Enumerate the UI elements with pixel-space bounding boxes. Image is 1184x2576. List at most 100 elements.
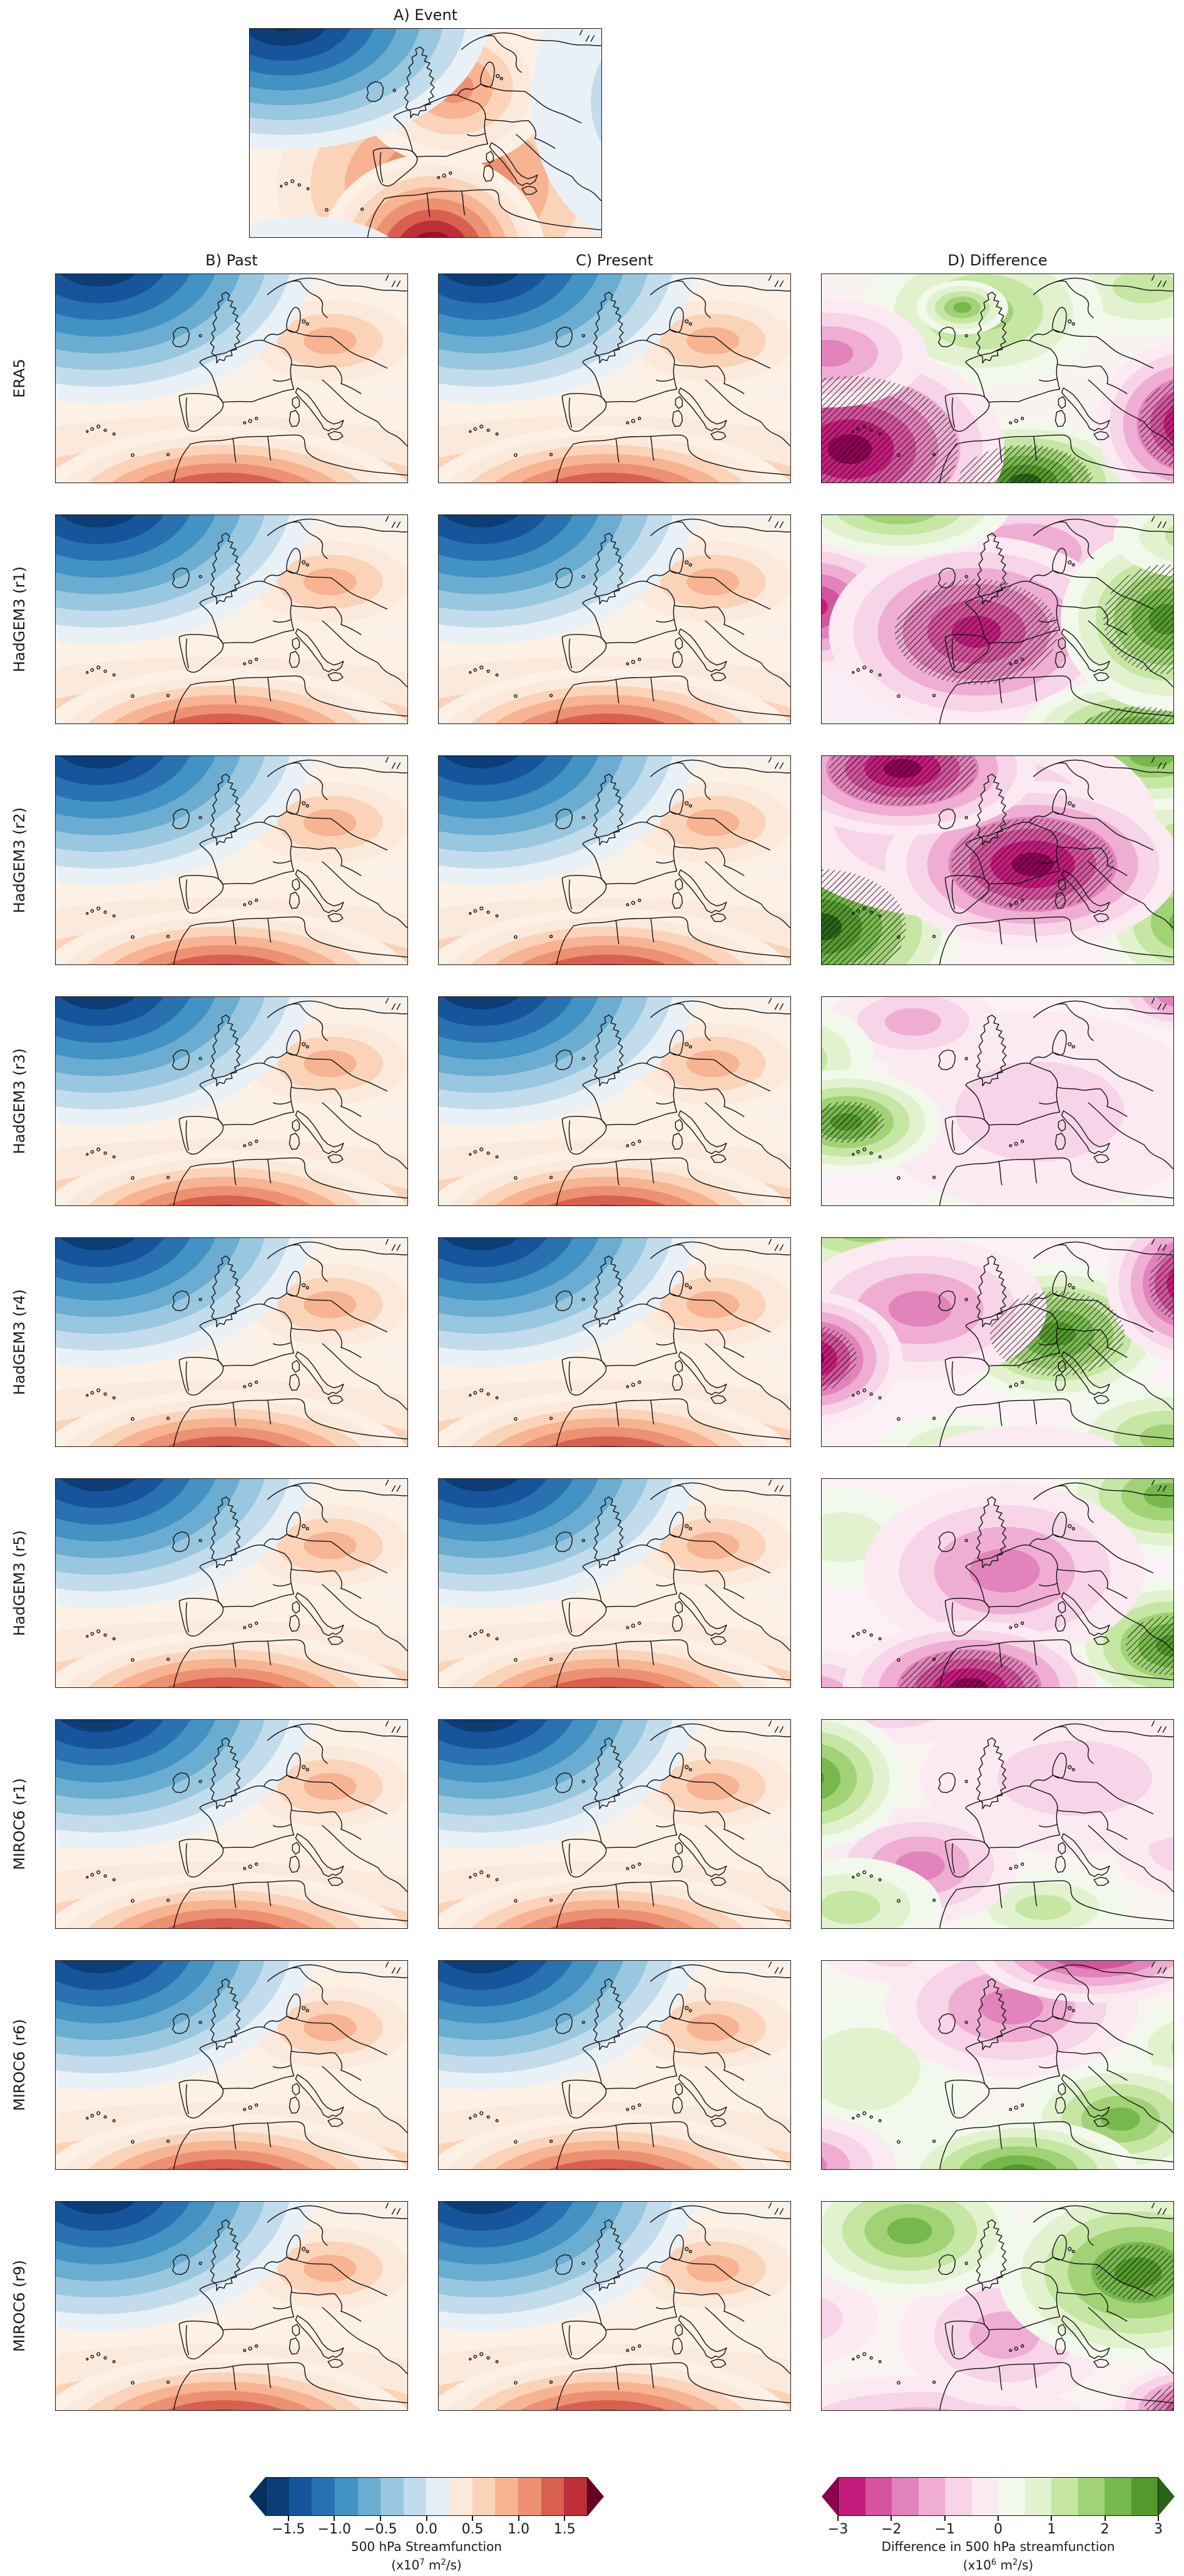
colorbar-ticks: −1.5 −1.0 −0.5 0.0 0.5 1.0 1.5: [249, 2516, 604, 2538]
colorbar-tick-label: −0.5: [364, 2522, 397, 2537]
colorbar-tick: [426, 2516, 427, 2521]
colorbar-tick-label: 1.0: [508, 2522, 530, 2537]
colorbar-segment: [357, 2478, 381, 2515]
colorbar-segment: [426, 2478, 450, 2515]
significance-hatching: [822, 1325, 857, 1393]
column-header-present: C) Present: [576, 252, 653, 269]
map-difference: [821, 1478, 1174, 1688]
coastline-overlay: [86, 1961, 407, 2169]
colorbar-segment: [541, 2478, 564, 2515]
coastline-overlay: [86, 998, 407, 1205]
map-difference: [821, 1719, 1174, 1929]
map-difference: [821, 514, 1174, 724]
coastline-overlay: [852, 2202, 1173, 2410]
colorbar-unit: (x106 m2/s): [962, 2557, 1034, 2573]
event-panel-title: A) Event: [393, 6, 458, 24]
map-difference: [821, 273, 1174, 483]
row-label: HadGEM3 (r4): [11, 1289, 28, 1396]
colorbar-tick-label: 2: [1100, 2522, 1110, 2537]
coastline-overlay: [469, 2202, 790, 2410]
colorbar-segment: [334, 2478, 358, 2515]
colorbar-extend-high: [1158, 2477, 1175, 2516]
map-present: [438, 273, 791, 483]
significance-hatching: [1143, 2383, 1173, 2410]
coastline-overlay: [86, 757, 407, 964]
map-present: [438, 1237, 791, 1447]
coastline-overlay: [86, 275, 407, 483]
colorbar-segment: [971, 2478, 998, 2515]
map-event: [249, 28, 602, 238]
colorbar-segment: [998, 2478, 1025, 2515]
map-present: [438, 755, 791, 965]
row-label: MIROC6 (r1): [11, 1778, 28, 1870]
colorbar-gradient: [822, 2477, 1175, 2516]
colorbar-segment: [564, 2478, 587, 2515]
significance-hatching: [899, 1650, 1039, 1687]
colorbar-title: 500 hPa Streamfunction: [350, 2539, 503, 2554]
colorbar-segment: [1024, 2478, 1051, 2515]
map-past: [55, 755, 408, 965]
significance-hatching: [1078, 707, 1173, 723]
map-difference: [821, 1960, 1174, 2170]
colorbar-tick: [891, 2516, 892, 2521]
colorbar-tick: [998, 2516, 999, 2521]
coastline-overlay: [86, 1239, 407, 1446]
row-label: HadGEM3 (r5): [11, 1530, 28, 1637]
colorbar-segment: [403, 2478, 427, 2515]
significance-hatching: [822, 1101, 885, 1143]
colorbar-tick: [1158, 2516, 1159, 2521]
coastline-overlay: [280, 29, 601, 237]
colorbar-tick: [287, 2516, 289, 2521]
colorbar-tick: [472, 2516, 474, 2521]
colorbar-segment: [518, 2478, 541, 2515]
colorbar-tick-label: 1.5: [553, 2522, 576, 2537]
colorbar-segment: [449, 2478, 472, 2515]
map-present: [438, 514, 791, 724]
map-past: [55, 2201, 408, 2411]
significance-hatching: [829, 756, 976, 805]
map-difference: [821, 2201, 1174, 2411]
colorbar-tick: [837, 2516, 839, 2521]
colorbar-extend-low: [249, 2477, 265, 2516]
colorbar-segment: [945, 2478, 972, 2515]
map-present: [438, 2201, 791, 2411]
significance-hatching: [1148, 1244, 1173, 1324]
coastline-overlay: [86, 516, 407, 723]
colorbar-tick-label: 0.5: [461, 2522, 484, 2537]
row-label: MIROC6 (r6): [11, 2019, 28, 2111]
significance-hatching: [951, 818, 1115, 911]
colorbar-segment: [288, 2478, 312, 2515]
colorbar-tick: [1051, 2516, 1053, 2521]
map-difference: [821, 996, 1174, 1206]
colorbar-tick-label: −1.0: [317, 2522, 352, 2537]
coastline-overlay: [86, 1480, 407, 1687]
map-difference: [821, 1237, 1174, 1447]
colorbar-tick: [1104, 2516, 1106, 2521]
colorbar-segment: [472, 2478, 496, 2515]
map-present: [438, 996, 791, 1206]
row-label: HadGEM3 (r1): [11, 566, 28, 673]
colorbar-extend-low: [822, 2477, 838, 2516]
colorbar-segment: [495, 2478, 519, 2515]
colorbar-tick-label: 1: [1047, 2522, 1056, 2537]
map-past: [55, 273, 408, 483]
colorbar-tick-label: 0.0: [416, 2522, 437, 2537]
colorbar-tick-label: −1.5: [272, 2522, 305, 2537]
colorbar-segment: [892, 2478, 919, 2515]
colorbar-tick: [944, 2516, 946, 2521]
significance-hatching: [1096, 2245, 1173, 2301]
map-present: [438, 1719, 791, 1929]
colorbar-extend-high: [588, 2477, 604, 2516]
colorbar-segment: [1105, 2478, 1131, 2515]
colorbar-tick: [518, 2516, 519, 2521]
coastline-overlay: [469, 516, 790, 723]
colorbar-segment: [1078, 2478, 1105, 2515]
column-header-difference: D) Difference: [947, 252, 1048, 269]
colorbar-unit: (x107 m2/s): [391, 2557, 462, 2573]
colorbar-tick-label: −2: [881, 2522, 902, 2537]
significance-hatching: [1126, 1615, 1173, 1676]
map-past: [55, 1478, 408, 1688]
colorbar-gradient: [249, 2477, 604, 2516]
significance-hatching: [895, 579, 1058, 685]
